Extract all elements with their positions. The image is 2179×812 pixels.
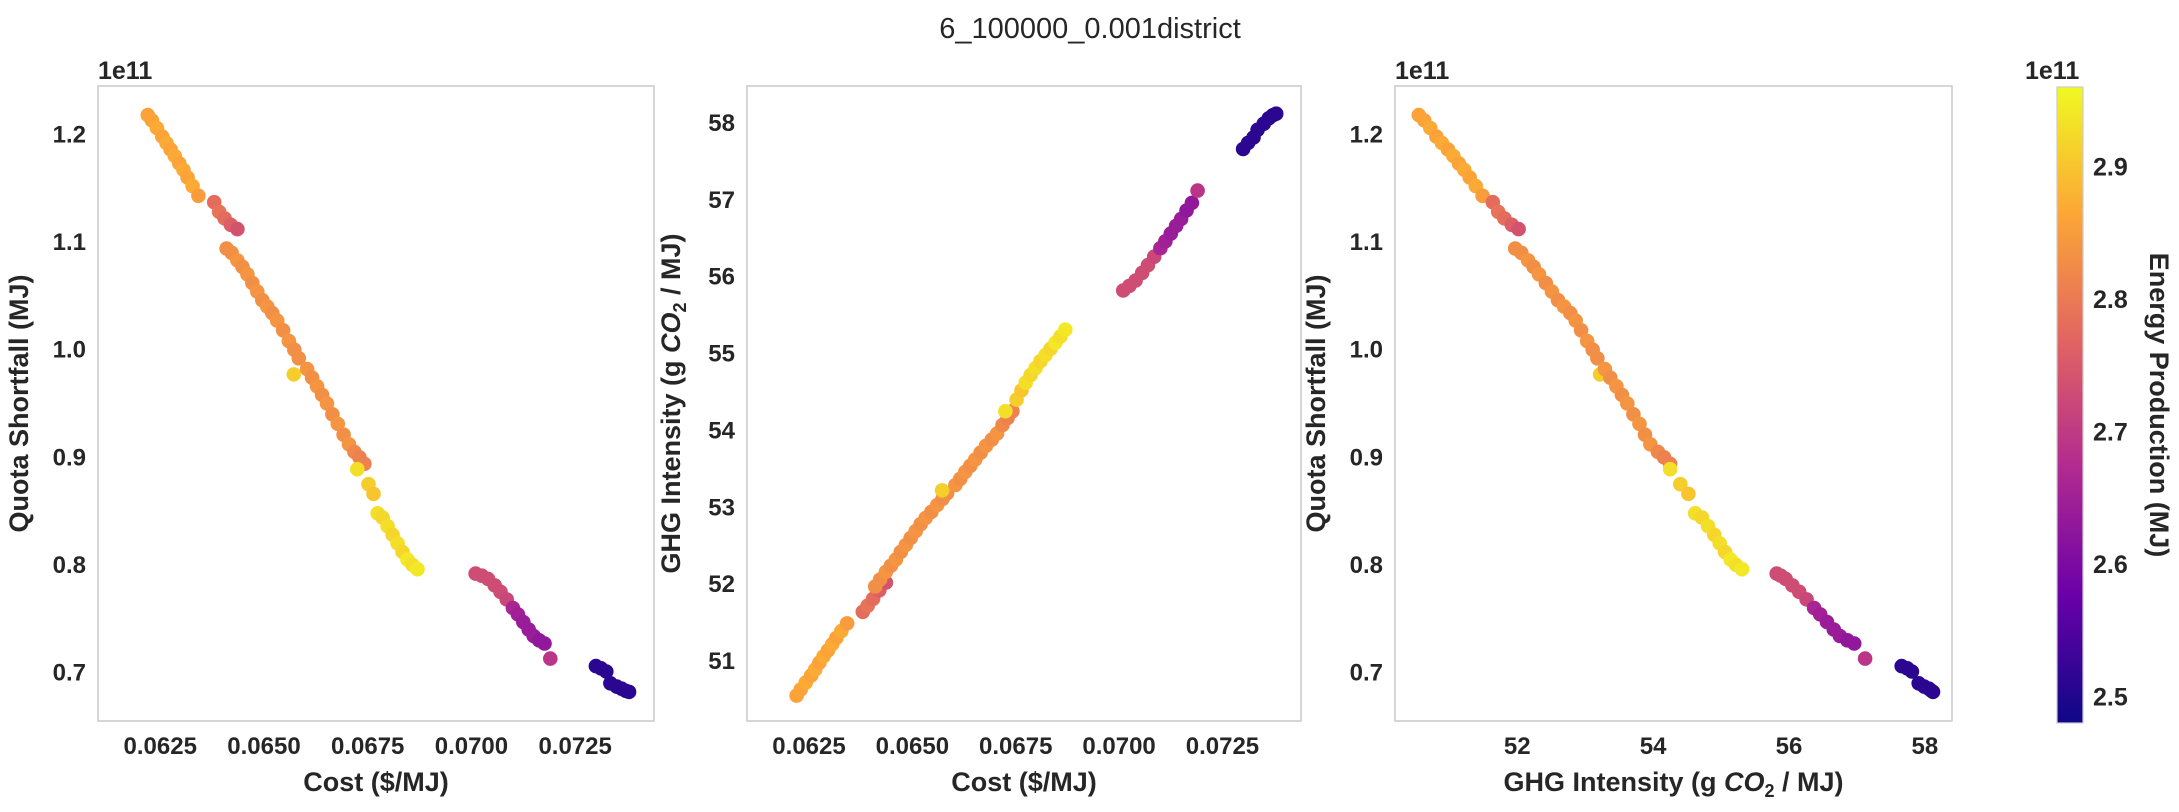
data-point [1925,684,1941,700]
y-axis-label: GHG Intensity (g CO2 / MJ) [656,233,690,573]
colorbar-tick-label: 2.5 [2093,684,2128,712]
data-point [291,351,307,366]
data-point [839,616,855,631]
panels: 0.0625 0.0650 0.0675 0.0700 0.0725 0.7 0.8 0.9 1… [4,57,1953,801]
data-point [599,664,614,679]
x-tick-label: 0.0650 [227,733,300,760]
scatter-panel-2: 0.0625 0.0650 0.0675 0.0700 0.0725 51 52 53 54 55… [656,85,1302,797]
x-tick-label: 0.0700 [1082,733,1155,760]
data-point [1511,221,1526,237]
data-point [1673,476,1688,492]
x-tick-label: 0.0725 [538,733,611,760]
data-point [621,684,637,700]
colorbar: 2.5 2.6 2.7 2.8 2.9 1e11 Energy Production (MJ… [2025,57,2174,724]
y-tick-label: 1.1 [53,229,86,256]
y-tick-label: 52 [708,571,735,598]
y-tick-label: 55 [708,341,735,368]
data-point [1632,416,1647,432]
data-point [230,221,245,237]
figure-title: 6_100000_0.001district [939,13,1241,45]
data-point [286,367,302,382]
scatter-panel-3: 52 54 56 58 0.7 0.8 0.9 1.0 1.1 1.2 1e11 GHG Intens… [1301,57,1953,801]
data-point [1620,396,1635,411]
data-point [1681,486,1696,502]
data-point [275,323,291,338]
y-tick-label: 1.0 [53,337,86,364]
colorbar-tick-label: 2.9 [2093,154,2128,182]
y-offset-text: 1e11 [1395,57,1449,85]
data-point [1184,195,1200,211]
x-tick-label: 0.0625 [124,733,197,760]
y-tick-label: 56 [708,264,735,291]
y-tick-label: 57 [708,187,735,214]
y-offset-text: 1e11 [98,57,152,85]
y-tick-label: 0.7 [53,660,86,687]
colorbar-label: Energy Production (MJ) [2144,253,2174,558]
plot-area [746,85,1302,722]
data-point [191,188,206,204]
y-tick-label: 51 [708,648,735,675]
data-point [998,403,1013,419]
x-axis-label: Cost ($/MJ) [303,767,449,797]
colorbar-tick-label: 2.7 [2093,419,2128,447]
data-point [537,636,552,651]
y-tick-label: 0.9 [1350,444,1383,471]
y-axis-label: Quota Shortfall (MJ) [4,275,34,533]
scatter-points [789,106,1284,703]
scatter-points [140,107,637,700]
y-tick-label: 0.9 [53,444,86,471]
data-point [1573,323,1589,338]
y-tick-label: 1.0 [1350,337,1383,364]
x-tick-label: 0.0725 [1186,733,1259,760]
data-point [330,416,346,432]
y-tick-label: 1.2 [1350,121,1383,148]
x-tick-label: 54 [1640,733,1667,760]
colorbar-offset-text: 1e11 [2025,57,2079,85]
colorbar-tick-label: 2.6 [2093,551,2128,579]
y-tick-label: 58 [708,110,735,137]
data-point [319,396,335,411]
data-point [1734,561,1750,577]
data-point [1857,651,1873,666]
data-point [1058,322,1073,338]
y-tick-label: 0.8 [1350,552,1383,579]
x-tick-label: 0.0700 [435,733,508,760]
x-tick-label: 0.0675 [979,733,1052,760]
x-axis-label: Cost ($/MJ) [951,767,1097,797]
x-tick-label: 0.0625 [772,733,845,760]
colorbar-gradient [2056,86,2084,724]
y-tick-label: 54 [708,417,735,444]
data-point [1590,351,1605,366]
x-axis-label: GHG Intensity (g CO2 / MJ) [1503,767,1843,801]
x-tick-label: 52 [1504,733,1531,760]
scatter-panel-1: 0.0625 0.0650 0.0675 0.0700 0.0725 0.7 0.8 0.9 1… [4,57,655,797]
y-tick-label: 1.1 [1350,229,1383,256]
data-point [410,561,425,577]
y-tick-label: 1.2 [53,121,86,148]
data-point [934,483,950,498]
y-tick-label: 53 [708,494,735,521]
data-point [1268,106,1284,121]
y-tick-label: 0.8 [53,552,86,579]
scatter-points [1411,107,1941,700]
data-point [350,461,365,477]
x-tick-label: 0.0650 [876,733,949,760]
x-tick-label: 56 [1776,733,1803,760]
x-tick-label: 58 [1911,733,1938,760]
data-point [543,651,558,666]
x-tick-label: 0.0675 [331,733,404,760]
y-axis-label: Quota Shortfall (MJ) [1301,275,1331,533]
data-point [1662,461,1678,477]
data-point [1846,636,1862,651]
y-tick-label: 0.7 [1350,660,1383,687]
data-point [1904,664,1920,679]
data-point [1190,183,1205,198]
data-point [366,486,381,502]
colorbar-tick-label: 2.8 [2093,286,2128,314]
